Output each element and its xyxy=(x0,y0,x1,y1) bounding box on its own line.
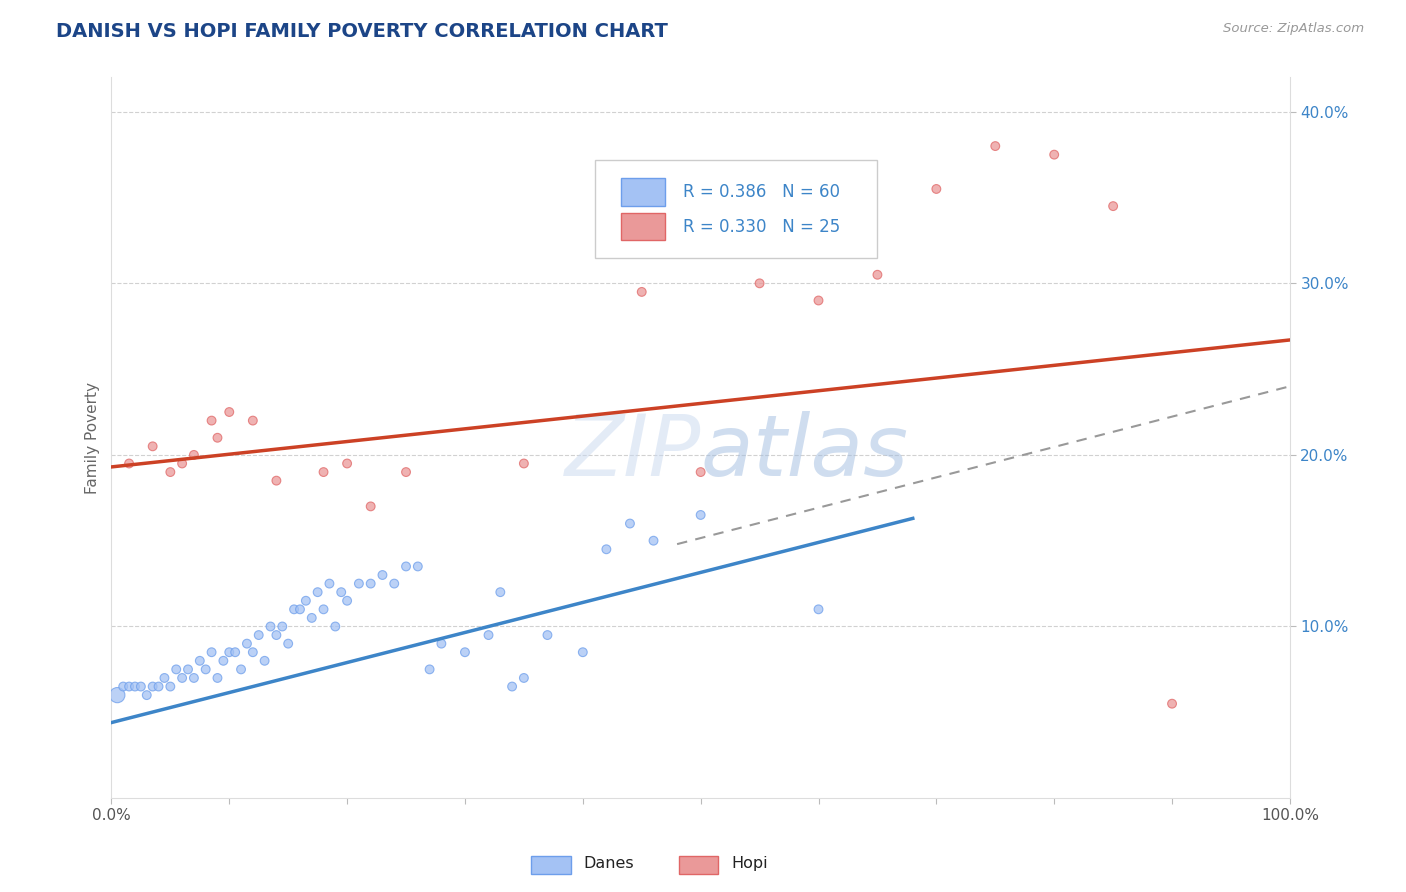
Point xyxy=(118,680,141,694)
Text: R = 0.330   N = 25: R = 0.330 N = 25 xyxy=(683,218,841,235)
Point xyxy=(371,568,394,582)
Text: Hopi: Hopi xyxy=(731,856,768,871)
Point xyxy=(619,516,641,531)
Point xyxy=(330,585,353,599)
Text: R = 0.386   N = 60: R = 0.386 N = 60 xyxy=(683,183,839,201)
Point xyxy=(501,680,523,694)
Point xyxy=(165,662,187,676)
Y-axis label: Family Poverty: Family Poverty xyxy=(86,382,100,494)
Point xyxy=(159,680,181,694)
Point xyxy=(336,593,359,607)
Point xyxy=(866,268,889,282)
Point xyxy=(283,602,305,616)
Point xyxy=(536,628,558,642)
Point xyxy=(200,414,222,428)
Point xyxy=(218,645,240,659)
Point xyxy=(112,680,135,694)
Point xyxy=(395,465,418,479)
Point xyxy=(318,576,340,591)
Point xyxy=(224,645,246,659)
Text: ZIP: ZIP xyxy=(564,410,700,493)
Point xyxy=(229,662,252,676)
Text: atlas: atlas xyxy=(700,410,908,493)
Point xyxy=(277,637,299,651)
Point xyxy=(172,671,194,685)
Point xyxy=(105,688,128,702)
Point xyxy=(984,139,1007,153)
Point xyxy=(513,671,536,685)
Point xyxy=(336,457,359,471)
Point xyxy=(259,619,281,633)
Point xyxy=(159,465,181,479)
Point xyxy=(360,500,382,514)
Point xyxy=(454,645,477,659)
Point xyxy=(689,465,711,479)
FancyBboxPatch shape xyxy=(595,161,877,258)
Point xyxy=(266,474,288,488)
Point xyxy=(477,628,499,642)
Point xyxy=(360,576,382,591)
Point xyxy=(266,628,288,642)
Point xyxy=(406,559,429,574)
Point xyxy=(153,671,176,685)
Point xyxy=(312,465,335,479)
Point xyxy=(1102,199,1125,213)
Text: Danes: Danes xyxy=(583,856,634,871)
Point xyxy=(382,576,405,591)
Point xyxy=(807,602,830,616)
Point xyxy=(748,277,770,291)
Point xyxy=(236,637,259,651)
Point xyxy=(513,457,536,471)
Bar xyxy=(620,178,665,206)
Point xyxy=(253,654,276,668)
Point xyxy=(307,585,329,599)
Text: DANISH VS HOPI FAMILY POVERTY CORRELATION CHART: DANISH VS HOPI FAMILY POVERTY CORRELATIO… xyxy=(56,22,668,41)
Point xyxy=(807,293,830,308)
Point xyxy=(218,405,240,419)
Point xyxy=(172,457,194,471)
Point xyxy=(200,645,222,659)
Point xyxy=(242,645,264,659)
Point xyxy=(118,457,141,471)
Point xyxy=(925,182,948,196)
Point xyxy=(595,542,617,557)
Point xyxy=(271,619,294,633)
Point xyxy=(148,680,170,694)
Point xyxy=(419,662,441,676)
Point xyxy=(1043,147,1066,161)
Bar xyxy=(620,213,665,240)
Point xyxy=(323,619,346,633)
Point xyxy=(142,680,165,694)
Point xyxy=(395,559,418,574)
Point xyxy=(689,508,711,522)
Point xyxy=(207,671,229,685)
Point xyxy=(288,602,311,616)
Point xyxy=(188,654,211,668)
Point xyxy=(129,680,152,694)
Point xyxy=(301,611,323,625)
Point xyxy=(124,680,146,694)
Point xyxy=(142,439,165,453)
Point xyxy=(489,585,512,599)
Point xyxy=(572,645,595,659)
Point xyxy=(347,576,370,591)
Point xyxy=(183,448,205,462)
Point xyxy=(1161,697,1184,711)
Point xyxy=(135,688,157,702)
Point xyxy=(177,662,200,676)
Point xyxy=(194,662,217,676)
Point xyxy=(630,285,652,299)
Point xyxy=(430,637,453,651)
Point xyxy=(247,628,270,642)
Point xyxy=(212,654,235,668)
Text: Source: ZipAtlas.com: Source: ZipAtlas.com xyxy=(1223,22,1364,36)
Point xyxy=(242,414,264,428)
Point xyxy=(643,533,665,548)
Point xyxy=(295,593,318,607)
Point xyxy=(312,602,335,616)
Point xyxy=(183,671,205,685)
Point xyxy=(207,431,229,445)
